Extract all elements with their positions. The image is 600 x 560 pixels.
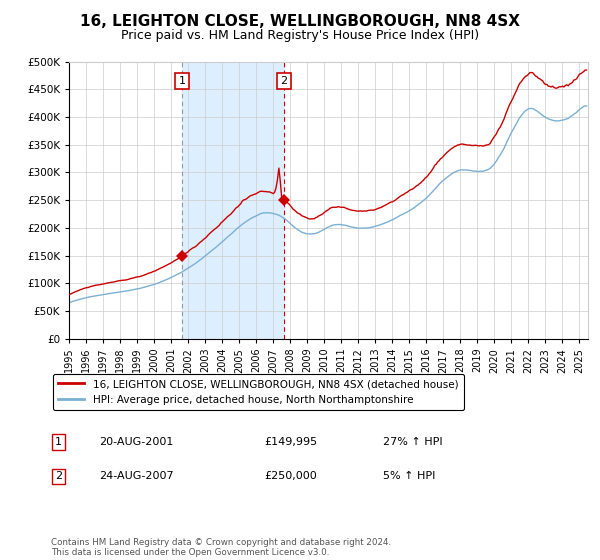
Text: Contains HM Land Registry data © Crown copyright and database right 2024.
This d: Contains HM Land Registry data © Crown c…: [51, 538, 391, 557]
Text: 20-AUG-2001: 20-AUG-2001: [100, 437, 174, 447]
Text: 1: 1: [55, 437, 62, 447]
Text: 2: 2: [281, 76, 287, 86]
Text: 1: 1: [178, 76, 185, 86]
Text: 5% ↑ HPI: 5% ↑ HPI: [383, 472, 436, 482]
Legend: 16, LEIGHTON CLOSE, WELLINGBOROUGH, NN8 4SX (detached house), HPI: Average price: 16, LEIGHTON CLOSE, WELLINGBOROUGH, NN8 …: [53, 374, 464, 410]
Text: £149,995: £149,995: [265, 437, 318, 447]
Text: Price paid vs. HM Land Registry's House Price Index (HPI): Price paid vs. HM Land Registry's House …: [121, 29, 479, 42]
Text: 16, LEIGHTON CLOSE, WELLINGBOROUGH, NN8 4SX: 16, LEIGHTON CLOSE, WELLINGBOROUGH, NN8 …: [80, 14, 520, 29]
Text: 27% ↑ HPI: 27% ↑ HPI: [383, 437, 443, 447]
Text: 24-AUG-2007: 24-AUG-2007: [100, 472, 174, 482]
Text: £250,000: £250,000: [265, 472, 317, 482]
Text: 2: 2: [55, 472, 62, 482]
Bar: [182, 62, 284, 339]
